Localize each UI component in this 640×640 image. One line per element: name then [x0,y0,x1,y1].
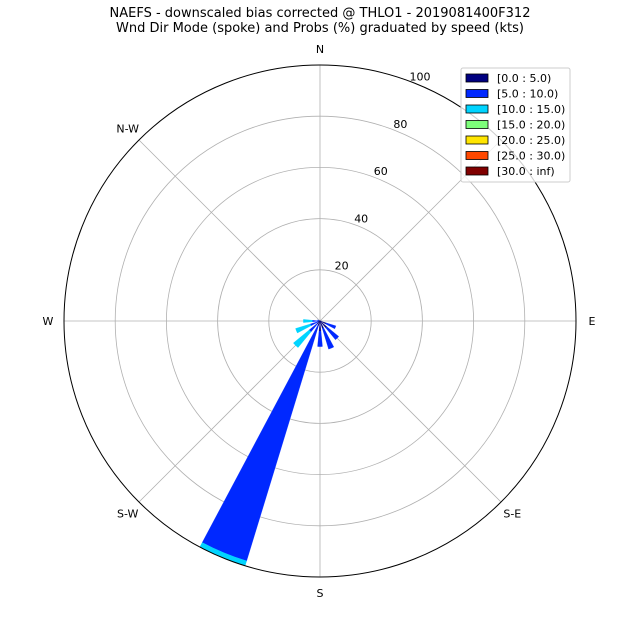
legend-swatch [465,89,489,98]
legend-swatch [465,166,489,176]
legend-swatch [465,104,489,114]
radial-tick-label: 20 [335,260,349,273]
wedge-270-bin1 [312,320,319,322]
legend-label: [10.0 : 15.0) [497,103,565,116]
radial-tick-label: 40 [354,212,368,225]
legend-label: [15.0 : 20.0) [497,119,565,132]
legend-label: [0.0 : 5.0) [497,72,551,85]
grid-spoke [138,139,321,322]
grid-spoke [138,320,321,503]
bars [199,319,339,566]
wedge-270-bin2 [303,319,313,323]
wedge-112.5-bin1 [325,322,337,330]
legend-label: [20.0 : 25.0) [497,134,565,147]
wedge-135-bin1 [325,326,339,340]
wedge-157.5-bin1 [322,327,335,350]
wedge-180-bin1 [317,331,323,347]
grid-spoke [319,320,502,503]
radial-tick-label: 100 [410,71,431,84]
chart-title: NAEFS - downscaled bias corrected @ THLO… [109,6,531,21]
legend-swatch [465,135,489,145]
wedge-225-bin2 [293,329,312,348]
direction-label: W [43,315,54,328]
direction-label: N [316,43,324,56]
radial-tick-label: 80 [393,118,407,131]
direction-labels: N N-W W S-W S S-E E [43,43,596,600]
chart-subtitle: Wnd Dir Mode (spoke) and Probs (%) gradu… [116,21,524,36]
legend-label: [30.0 : inf) [497,165,555,178]
direction-label: N-W [116,123,139,136]
direction-label: S [317,587,324,600]
legend-swatch [465,120,489,129]
legend: [0.0 : 5.0) [5.0 : 10.0) [10.0 : 15.0) [15.… [460,67,571,183]
legend-label: [25.0 : 30.0) [497,150,565,163]
direction-label: S-E [503,507,521,520]
direction-label: E [589,315,596,328]
direction-label: S-W [117,507,139,520]
radial-tick-labels: 20 40 60 80 100 [335,71,431,273]
wedge-202.5-bin1 [202,325,319,562]
outer-circle [63,64,577,578]
legend-label: [5.0 : 10.0) [497,88,558,101]
radial-tick-label: 60 [374,165,388,178]
wedge-247.5-bin2 [295,323,312,334]
grid [64,65,576,577]
legend-swatch [465,151,489,160]
wedge-292.5-bin1 [317,319,320,321]
legend-swatch [465,73,489,83]
